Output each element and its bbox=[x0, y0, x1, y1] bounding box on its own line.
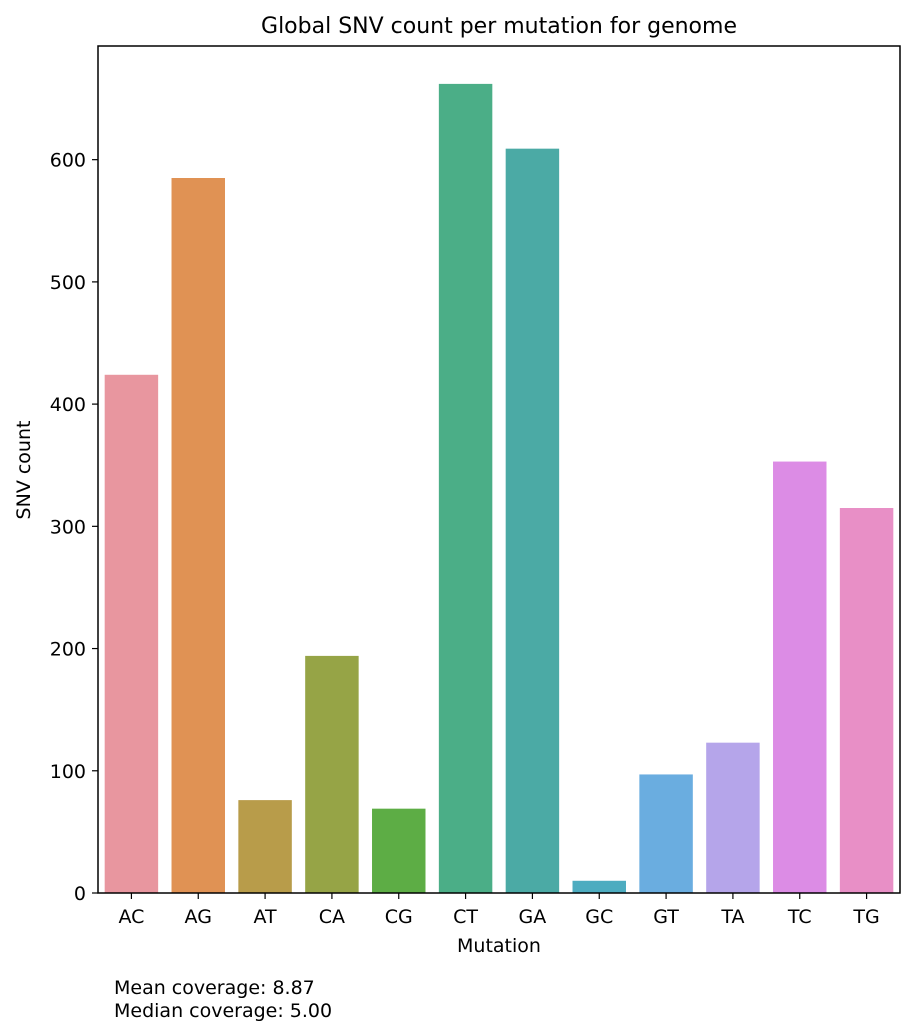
bar-gt bbox=[639, 774, 693, 893]
y-axis-label: SNV count bbox=[13, 421, 35, 520]
y-axis: 0 100 200 300 400 500 600 bbox=[50, 150, 98, 905]
y-tick-label-200: 200 bbox=[50, 639, 86, 661]
bar-ga bbox=[505, 148, 560, 894]
bar-tc bbox=[773, 461, 827, 893]
y-tick-label-400: 400 bbox=[50, 394, 86, 416]
x-tick-label-gc: GC bbox=[585, 906, 613, 928]
bar-tg bbox=[839, 508, 894, 893]
y-tick-label-100: 100 bbox=[50, 761, 86, 783]
plot-frame bbox=[97, 45, 901, 894]
x-tick-label-ta: TA bbox=[720, 906, 744, 928]
x-tick-label-ca: CA bbox=[319, 906, 345, 928]
x-tick-label-tg: TG bbox=[852, 906, 879, 928]
y-tick-label-500: 500 bbox=[50, 272, 86, 294]
mean-coverage-note: Mean coverage: 8.87 bbox=[114, 977, 315, 999]
x-tick-label-at: AT bbox=[254, 906, 278, 928]
bar-gc bbox=[572, 880, 626, 893]
bars-group bbox=[104, 83, 894, 894]
y-tick-label-300: 300 bbox=[50, 516, 86, 538]
bar-ag bbox=[171, 178, 225, 893]
y-tick-label-600: 600 bbox=[50, 150, 86, 172]
bar-at bbox=[238, 800, 292, 893]
x-tick-label-cg: CG bbox=[385, 906, 413, 928]
bar-ct bbox=[438, 83, 493, 893]
chart-title: Global SNV count per mutation for genome bbox=[261, 14, 737, 39]
median-coverage-note: Median coverage: 5.00 bbox=[114, 1000, 332, 1022]
x-tick-label-ac: AC bbox=[118, 906, 144, 928]
x-axis-label: Mutation bbox=[457, 935, 541, 957]
bar-ca bbox=[305, 655, 359, 893]
y-tick-label-0: 0 bbox=[74, 883, 86, 905]
x-tick-label-ct: CT bbox=[453, 906, 478, 928]
x-tick-label-ag: AG bbox=[185, 906, 212, 928]
x-tick-label-gt: GT bbox=[653, 906, 679, 928]
bar-ta bbox=[706, 742, 760, 893]
bar-cg bbox=[372, 808, 426, 893]
x-tick-label-ga: GA bbox=[519, 906, 547, 928]
x-tick-label-tc: TC bbox=[787, 906, 812, 928]
bar-ac bbox=[104, 374, 159, 893]
x-axis: AC AG AT CA CG CT GA GC GT TA TC TG bbox=[118, 893, 880, 928]
